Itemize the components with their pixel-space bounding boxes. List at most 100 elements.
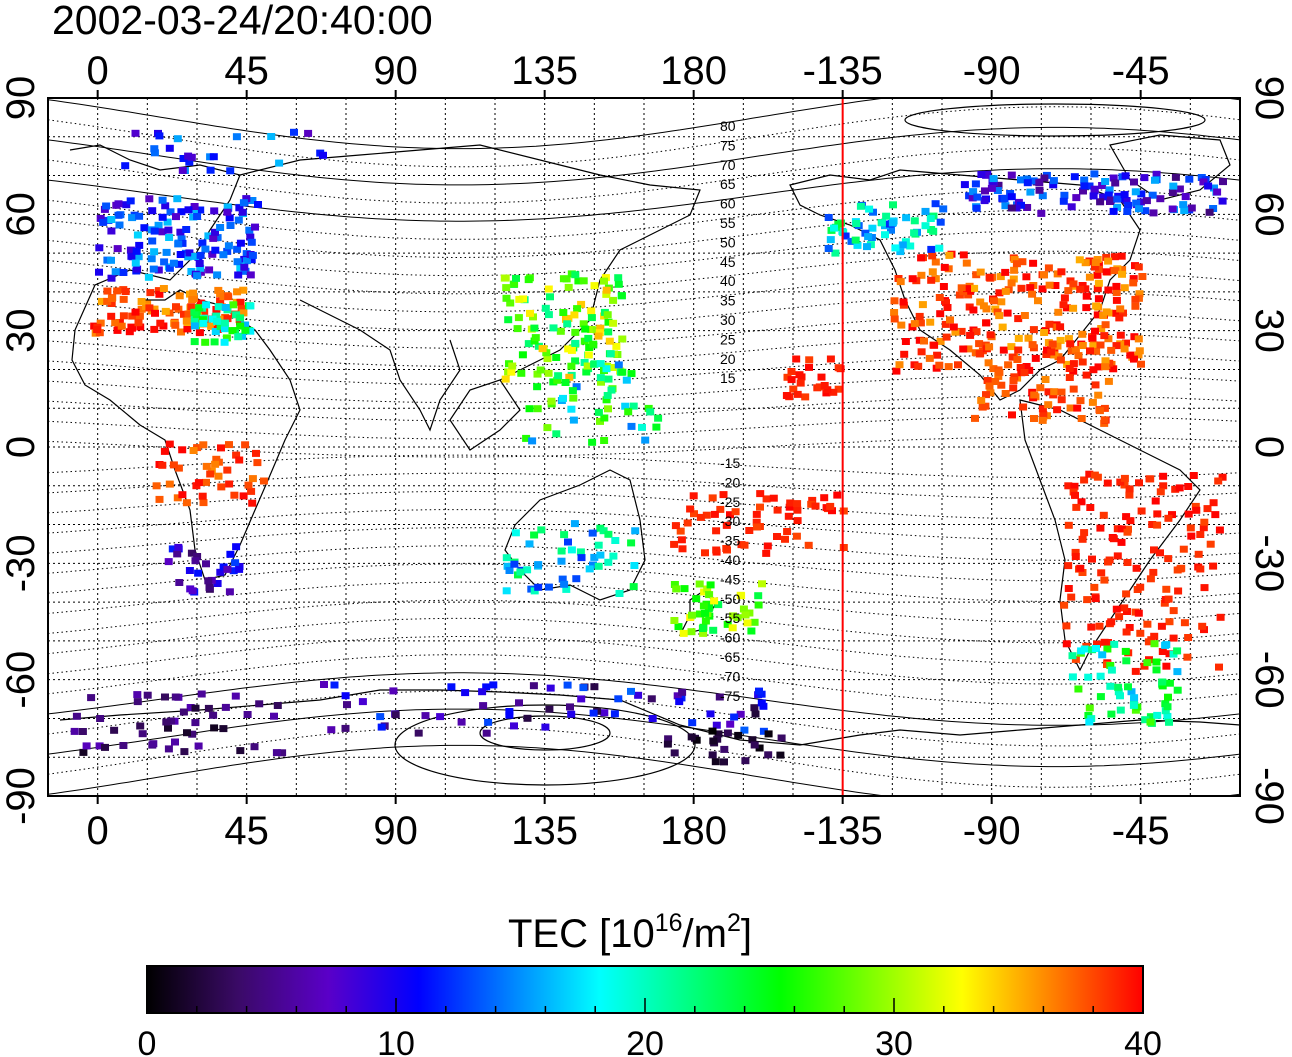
tec-pixel (1173, 647, 1182, 655)
tec-pixel (563, 681, 572, 689)
colorbar-title-mid: /m (683, 912, 727, 956)
tec-pixel (122, 201, 131, 209)
tec-pixel (162, 248, 171, 256)
tec-pixel (171, 321, 180, 329)
tec-pixel (1007, 171, 1016, 179)
tec-pixel (688, 611, 696, 619)
tec-pixel (250, 743, 259, 751)
tec-pixel (1080, 182, 1089, 190)
tec-pixel (804, 541, 813, 549)
tec-pixel (1107, 666, 1116, 674)
tec-pixel (600, 437, 609, 444)
tec-pixel (1090, 583, 1099, 591)
tec-pixel (1140, 662, 1149, 670)
tec-pixel (1060, 191, 1069, 199)
tec-pixel (743, 619, 752, 627)
tec-pixel (1092, 347, 1101, 355)
tec-pixel (634, 691, 643, 699)
tec-pixel (1067, 347, 1076, 355)
tec-pixel (564, 538, 572, 546)
tec-pixel (638, 423, 646, 431)
tec-pixel (149, 740, 158, 748)
tec-pixel (179, 708, 188, 716)
coastline-asia (239, 144, 701, 451)
tec-pixel (107, 312, 116, 320)
tec-pixel (754, 592, 763, 600)
tec-pixel (1064, 287, 1073, 295)
tec-pixel (151, 309, 159, 317)
tec-pixel (741, 757, 750, 765)
tec-pixel (206, 166, 215, 174)
tec-pixel (216, 568, 225, 576)
tec-pixel (1153, 510, 1162, 518)
tec-pixel (805, 356, 814, 364)
tec-pixel (1120, 191, 1129, 199)
tec-pixel (202, 560, 210, 568)
tec-pixel (233, 245, 242, 253)
tec-pixel (202, 301, 211, 309)
tec-pixel (1149, 209, 1158, 217)
contour-label: -20 (720, 474, 740, 490)
tec-pixel (107, 216, 116, 223)
tec-pixel (479, 702, 488, 710)
tec-pixel (510, 280, 519, 288)
contour-label: -75 (720, 688, 740, 704)
lon-tick-label-bottom: -135 (803, 809, 883, 853)
tec-pixel (853, 241, 862, 249)
tec-pixel (1200, 584, 1209, 592)
tec-pixel (231, 692, 240, 700)
tec-pixel (526, 309, 534, 317)
tec-pixel (1097, 569, 1106, 577)
tec-pixel (1014, 315, 1023, 323)
tec-pixel (979, 302, 988, 310)
tec-pixel (960, 181, 969, 189)
lon-tick-label-top: 0 (87, 49, 109, 93)
tec-pixel (110, 726, 119, 734)
tec-pixel (1117, 252, 1126, 260)
tec-pixel (1096, 524, 1105, 532)
tec-pixel (552, 430, 561, 438)
tec-pixel (569, 416, 578, 424)
tec-pixel (560, 531, 569, 539)
tec-pixel (236, 239, 245, 247)
contour-label: -30 (720, 513, 740, 529)
tec-pixel (176, 228, 185, 236)
colorbar-tick-label: 40 (1124, 1025, 1162, 1057)
tec-pixel (93, 326, 102, 334)
tec-pixel (824, 214, 833, 221)
tec-pixel (939, 205, 948, 213)
tec-pixel (627, 422, 636, 430)
tec-pixel (561, 379, 570, 386)
tec-pixel (852, 220, 861, 227)
tec-pixel (908, 275, 917, 283)
tec-pixel (161, 693, 169, 701)
tec-pixel (190, 322, 199, 330)
tec-pixel (1088, 335, 1097, 342)
tec-pixel (190, 315, 199, 323)
tec-pixel (759, 727, 768, 735)
tec-pixel (1112, 309, 1121, 317)
tec-pixel (1209, 499, 1218, 507)
tec-pixel (505, 567, 514, 574)
tec-pixel (795, 371, 804, 379)
tec-pixel (1044, 388, 1053, 396)
tec-pixel (174, 240, 183, 248)
tec-pixel (1171, 173, 1180, 181)
tec-pixel (137, 305, 146, 313)
tec-pixel (235, 565, 244, 573)
tec-pixel (1146, 713, 1155, 721)
tec-pixel (1116, 305, 1125, 313)
tec-pixel (133, 698, 142, 706)
tec-pixel (801, 393, 810, 401)
tec-pixel (1179, 545, 1188, 553)
tec-pixel (1134, 609, 1143, 617)
tec-pixel (1129, 279, 1138, 287)
tec-pixel (714, 730, 723, 738)
tec-pixel (1100, 404, 1109, 412)
tec-pixel (72, 712, 81, 720)
tec-pixel (896, 278, 905, 286)
lon-tick-mark (990, 796, 993, 804)
tec-pixel (524, 340, 533, 348)
tec-pixel (1012, 204, 1021, 212)
lat-tick-label-left: -30 (0, 534, 43, 592)
